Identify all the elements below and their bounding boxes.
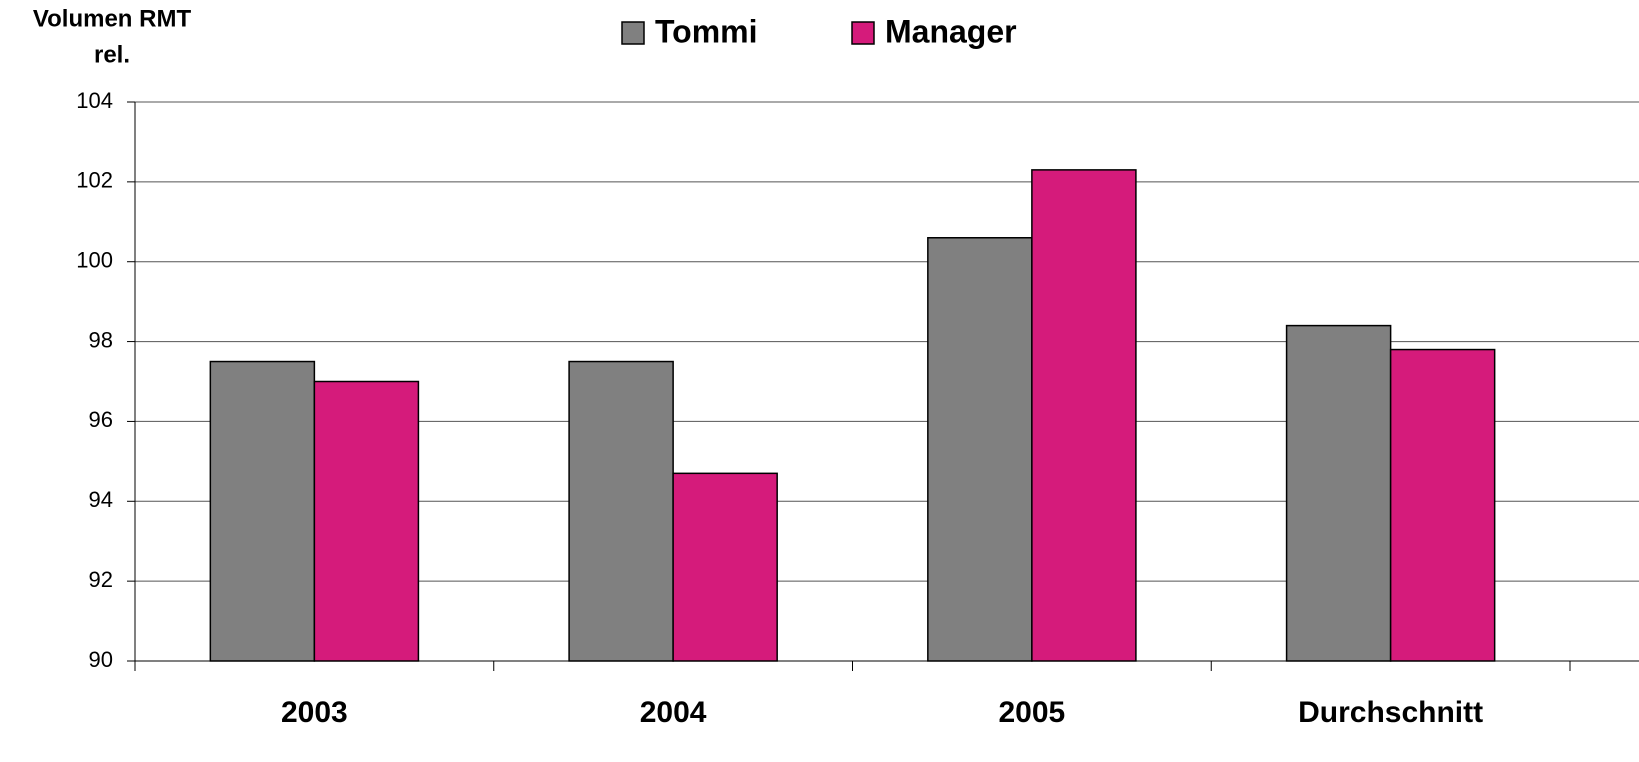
legend-swatch bbox=[851, 21, 875, 45]
bar bbox=[1285, 324, 1392, 662]
x-tick-label: 2005 bbox=[999, 696, 1066, 729]
bar bbox=[568, 360, 674, 662]
legend-label: Manager bbox=[885, 13, 1017, 49]
x-tick-label: Durchschnitt bbox=[1298, 696, 1483, 729]
y-axis-label: rel. bbox=[94, 41, 130, 68]
y-tick-label: 102 bbox=[76, 168, 113, 193]
x-tick-label: 2003 bbox=[281, 696, 348, 729]
y-tick-label: 104 bbox=[76, 88, 113, 113]
y-tick-label: 100 bbox=[76, 248, 113, 273]
bar bbox=[313, 380, 420, 662]
y-tick-label: 92 bbox=[89, 567, 113, 592]
bar bbox=[1031, 169, 1137, 662]
y-tick-label: 96 bbox=[89, 407, 113, 432]
bar bbox=[672, 472, 778, 662]
legend-swatch bbox=[621, 21, 645, 45]
y-tick-label: 94 bbox=[89, 487, 113, 512]
y-tick-label: 90 bbox=[89, 647, 113, 672]
y-tick-label: 98 bbox=[89, 327, 113, 352]
bar bbox=[927, 237, 1033, 662]
bar bbox=[1389, 348, 1496, 662]
legend-label: Tommi bbox=[655, 13, 758, 49]
x-tick-label: 2004 bbox=[640, 696, 707, 729]
bar bbox=[209, 360, 316, 662]
y-axis-label: Volumen RMT bbox=[33, 5, 192, 32]
